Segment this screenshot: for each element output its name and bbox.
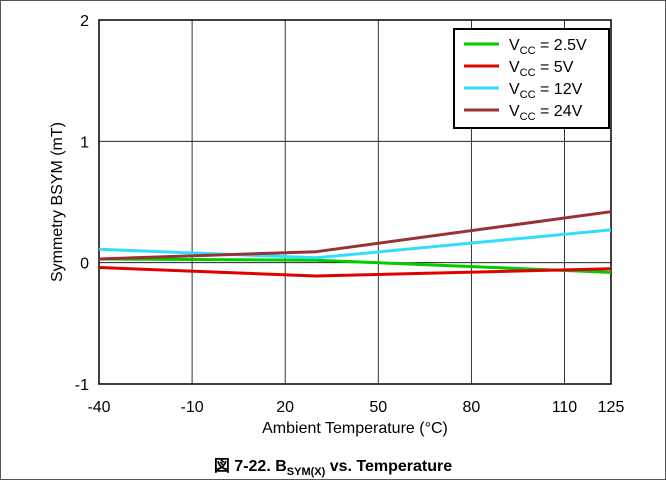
- series-line-4: [98, 210, 612, 261]
- series-line-2: [98, 266, 612, 278]
- series-line-3: [98, 228, 612, 260]
- x-axis-ticks: -40 -10 20 50 80 110 125: [87, 399, 624, 416]
- x-tick-label: -10: [181, 399, 204, 416]
- y-axis-ticks: -1 0 1 2: [75, 13, 89, 394]
- series-line-1: [98, 257, 612, 274]
- caption-subscript: SYM(X): [286, 466, 326, 478]
- x-axis-label: Ambient Temperature (°C): [262, 420, 448, 437]
- caption-prefix: 図 7-22. B: [213, 458, 287, 475]
- legend-label-2: VCC = 5V: [509, 59, 574, 79]
- legend-label-4: VCC = 24V: [509, 103, 583, 123]
- y-tick-label: 2: [80, 13, 89, 30]
- legend-label-1: VCC = 2.5V: [509, 37, 587, 57]
- legend-label-3: VCC = 12V: [509, 81, 583, 101]
- y-tick-label: -1: [75, 377, 89, 394]
- x-tick-label: 80: [462, 399, 480, 416]
- x-tick-label: 50: [369, 399, 387, 416]
- caption-suffix: vs. Temperature: [325, 458, 453, 475]
- figure-caption: 図 7-22. BSYM(X) vs. Temperature: [0, 452, 666, 478]
- x-tick-label: 20: [276, 399, 294, 416]
- y-axis-label: Symmetry BSYM (mT): [49, 122, 66, 282]
- y-tick-label: 1: [80, 134, 89, 151]
- x-tick-label: 110: [552, 399, 578, 416]
- y-tick-label: 0: [80, 256, 89, 273]
- series-lines: [98, 210, 612, 278]
- x-tick-label: -40: [87, 399, 110, 416]
- x-tick-label: 125: [598, 399, 625, 416]
